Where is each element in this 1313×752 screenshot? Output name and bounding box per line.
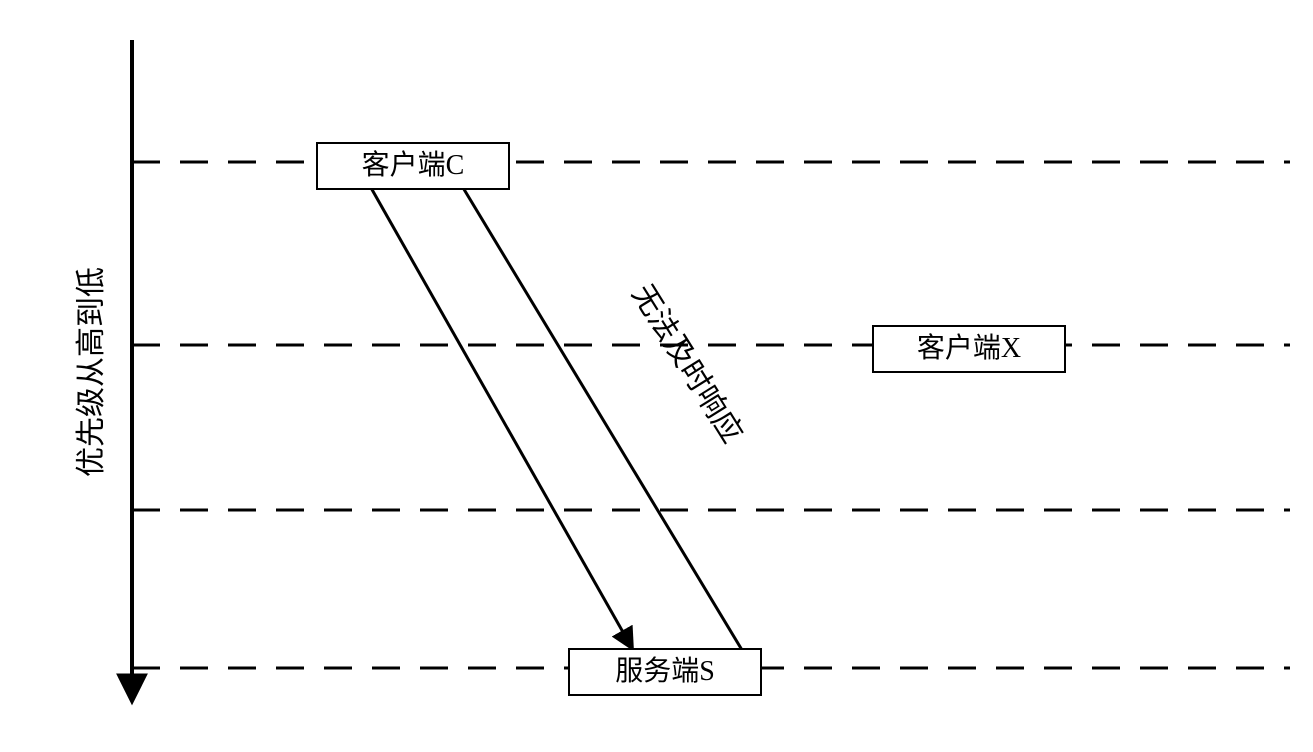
edge [370, 186, 632, 648]
node-client-c: 客户端C [316, 142, 510, 190]
node-server-s: 服务端S [568, 648, 762, 696]
node-label: 客户端X [917, 333, 1021, 364]
diagram-svg [0, 0, 1313, 752]
node-client-x: 客户端X [872, 325, 1066, 373]
node-label: 服务端S [615, 656, 715, 687]
priority-axis-label: 优先级从高到低 [66, 242, 110, 502]
diagram-canvas: 优先级从高到低无法及时响应客户端C客户端X服务端S [0, 0, 1313, 752]
node-label: 客户端C [362, 150, 465, 181]
